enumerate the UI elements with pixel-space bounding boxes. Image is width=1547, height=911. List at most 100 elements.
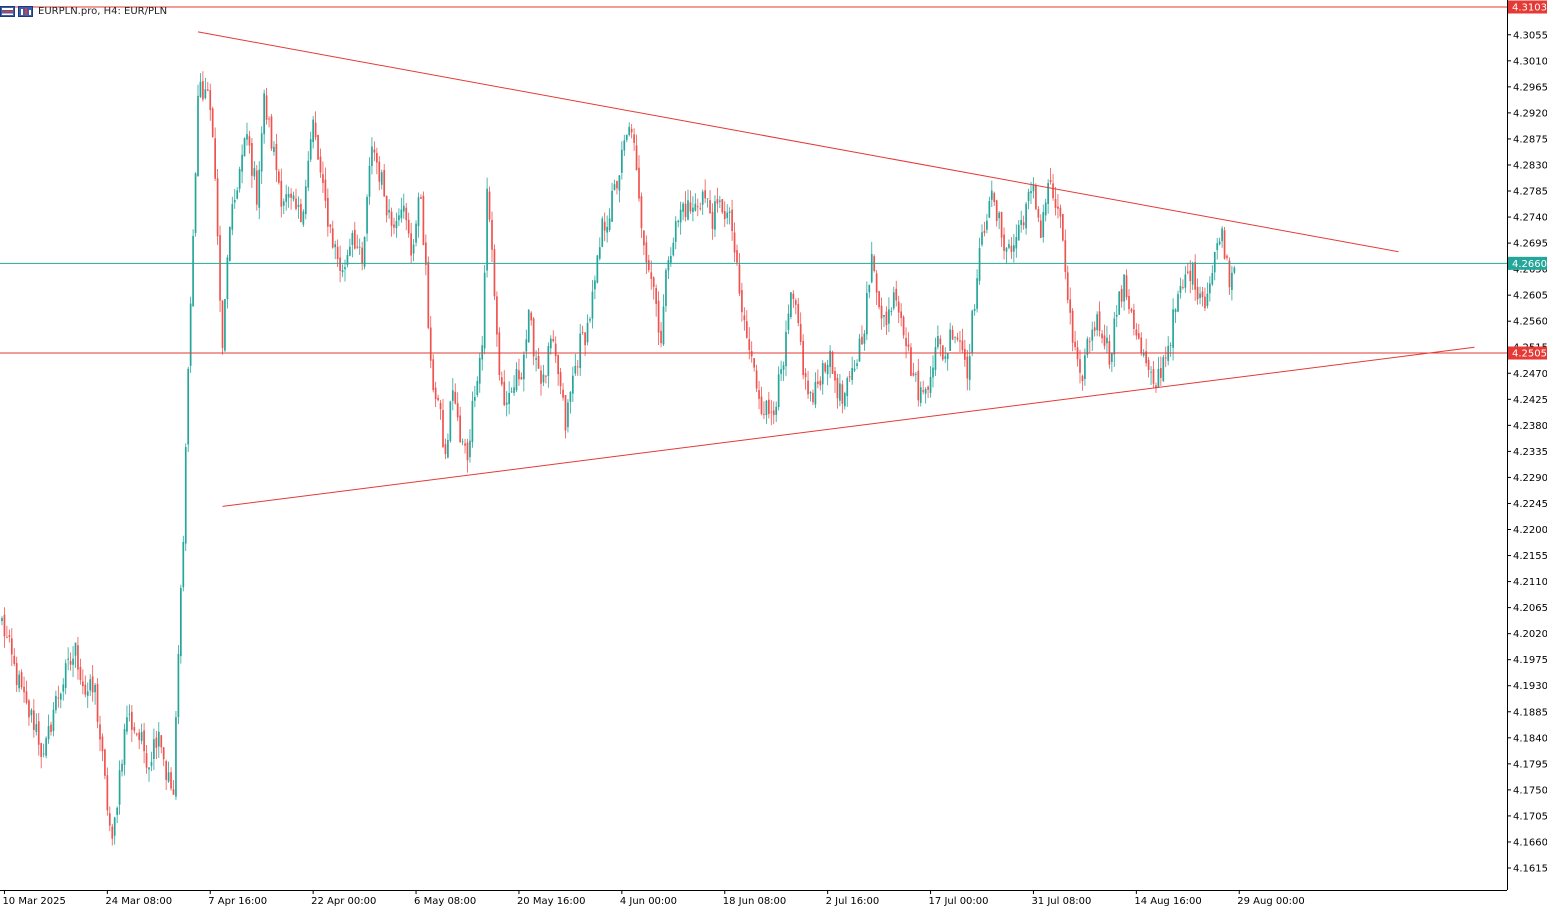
candle: [829, 345, 831, 379]
candle: [140, 723, 143, 745]
candle: [530, 311, 533, 326]
candle: [1, 616, 3, 626]
candle: [72, 646, 74, 678]
candle: [998, 211, 1000, 230]
candle: [3, 607, 6, 648]
candle: [785, 320, 787, 377]
candle: [380, 169, 383, 190]
candle: [1030, 181, 1032, 204]
price-tick-label: 4.1840: [1513, 733, 1547, 744]
ascending-trendline[interactable]: [222, 346, 1475, 507]
candle: [221, 300, 224, 355]
candle: [655, 284, 657, 317]
candle: [895, 280, 898, 307]
candle: [437, 394, 439, 402]
candle: [170, 767, 172, 791]
candle: [618, 174, 621, 203]
candle: [586, 314, 589, 346]
candle: [99, 715, 101, 752]
candle: [839, 374, 841, 407]
candle: [282, 198, 285, 215]
candle: [687, 189, 689, 221]
time-tick-label: 24 Mar 08:00: [105, 896, 172, 907]
candle: [376, 147, 378, 175]
candle: [278, 168, 280, 185]
trade-panel-icon[interactable]: [0, 5, 15, 17]
candle: [1022, 215, 1025, 230]
chart-icon[interactable]: [18, 5, 33, 17]
candle: [677, 219, 680, 228]
candle: [425, 234, 427, 276]
price-tick-label: 4.1975: [1513, 655, 1547, 666]
candle: [542, 364, 545, 387]
price-tick-label: 4.1705: [1513, 811, 1547, 822]
candle: [1005, 247, 1008, 264]
price-tick-label: 4.2830: [1513, 160, 1547, 171]
candle: [82, 669, 84, 695]
candle: [216, 169, 219, 245]
candle: [331, 220, 334, 249]
candle: [211, 106, 214, 138]
candle: [62, 678, 65, 701]
candle: [1174, 308, 1177, 324]
candle: [373, 141, 376, 162]
candle: [1027, 188, 1030, 210]
time-axis: 10 Mar 2025 24 Mar 08:00 7 Apr 16:00 22 Apr…: [0, 890, 1507, 907]
candle: [1199, 286, 1201, 305]
candle: [745, 310, 748, 339]
price-tick-label: 4.2065: [1513, 603, 1547, 614]
candle: [175, 711, 177, 800]
candle: [1096, 311, 1098, 337]
candle: [645, 235, 648, 274]
candle: [623, 134, 626, 156]
candle: [35, 713, 38, 736]
candle: [888, 297, 890, 333]
candle: [461, 438, 464, 446]
candle: [6, 625, 8, 639]
candle: [971, 309, 974, 357]
candle: [214, 127, 216, 181]
candle: [116, 806, 118, 824]
candle: [601, 216, 604, 248]
descending-trendline[interactable]: [197, 31, 1399, 253]
svg-text:4.2505: 4.2505: [1512, 349, 1547, 360]
candle: [885, 306, 888, 335]
candle: [410, 222, 412, 264]
upper-level-price-tag: 4.3103: [1508, 0, 1547, 14]
candle: [287, 186, 290, 208]
candle: [165, 759, 167, 791]
symbol-description: EUR/PLN: [124, 5, 168, 17]
candle: [743, 307, 746, 331]
candle: [787, 304, 790, 335]
candle: [831, 350, 834, 374]
candle: [273, 141, 275, 156]
candle: [162, 746, 165, 767]
candle: [459, 406, 461, 443]
candle: [910, 343, 912, 377]
candle: [432, 353, 435, 393]
candle: [474, 385, 476, 408]
candle: [804, 368, 807, 390]
candle: [726, 204, 729, 225]
candle: [721, 198, 724, 215]
candle: [447, 433, 449, 459]
candle: [1120, 285, 1123, 308]
candle: [292, 191, 295, 202]
candle: [716, 187, 719, 213]
price-tick-label: 4.2425: [1513, 395, 1547, 406]
candle: [1213, 251, 1216, 281]
candle: [1015, 224, 1018, 258]
candle: [574, 353, 577, 376]
candle: [439, 399, 442, 420]
candle: [902, 315, 905, 339]
candle: [1081, 374, 1084, 391]
candle: [672, 237, 675, 257]
candle: [1101, 330, 1103, 344]
candle: [307, 151, 310, 192]
candle: [1071, 308, 1074, 352]
candle: [772, 401, 775, 425]
price-tick-label: 4.2020: [1513, 629, 1547, 640]
candle: [554, 336, 557, 364]
